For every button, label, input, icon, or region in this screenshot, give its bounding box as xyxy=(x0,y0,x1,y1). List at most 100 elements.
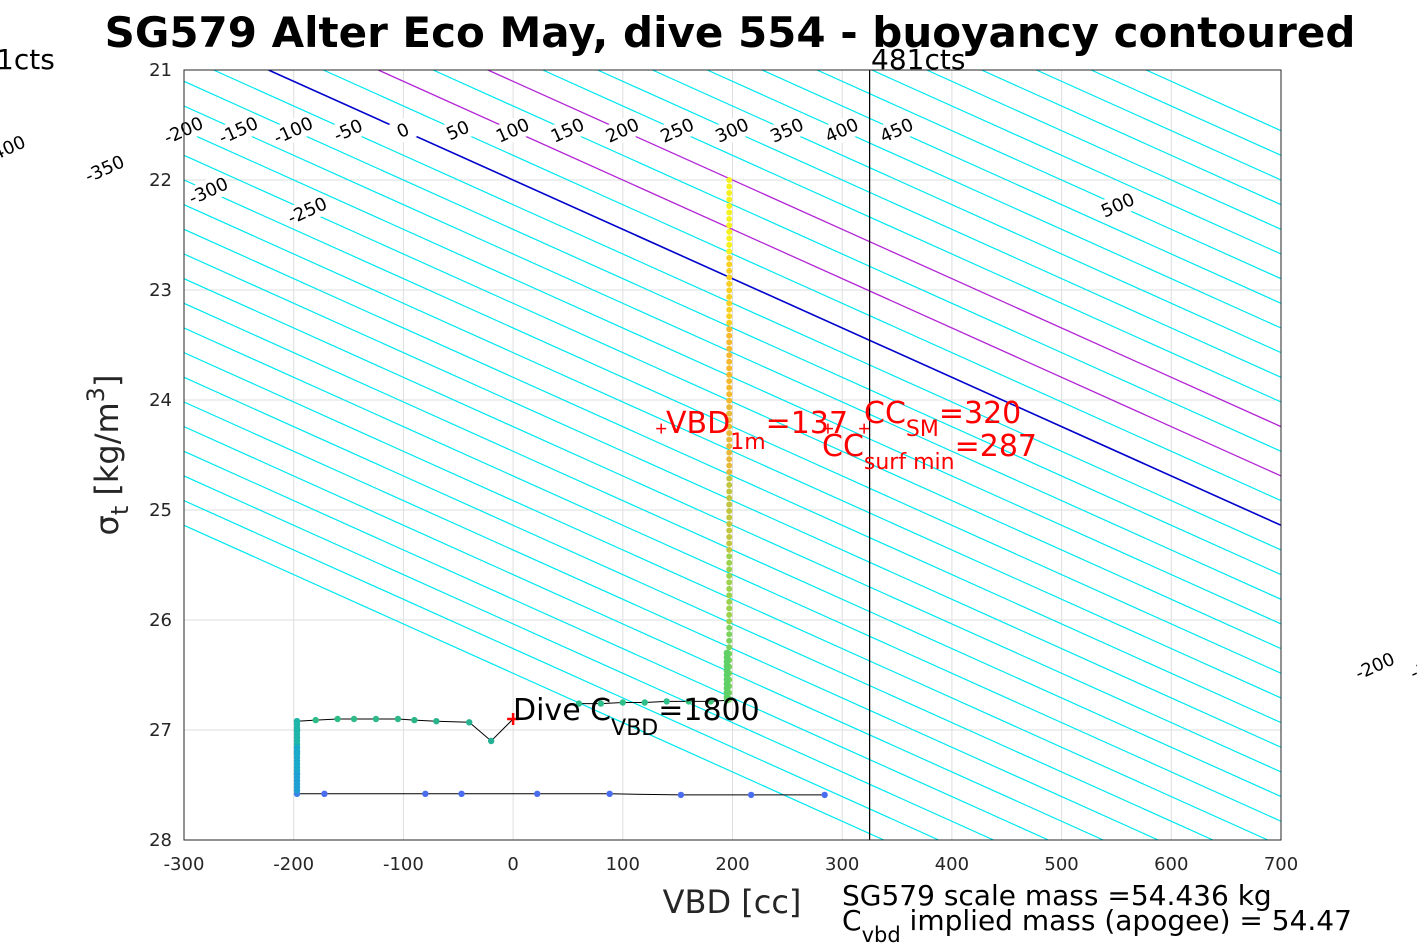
dive-path-point xyxy=(422,790,429,797)
contour-label-top-350: 350 xyxy=(767,114,807,147)
contour-label-top--300-bg xyxy=(189,174,228,208)
contour-label-bottom--200-bg xyxy=(1355,649,1395,683)
climb-profile-point xyxy=(726,254,733,261)
climb-profile-point xyxy=(723,693,731,701)
annotation-cc-sm-sub: SM xyxy=(906,417,939,442)
y-axis-label: σt [kg/m3] xyxy=(82,375,134,536)
contour-label-top--400-bg xyxy=(0,132,25,166)
climb-profile-point xyxy=(726,572,733,579)
climb-profile-point xyxy=(726,533,733,540)
climb-profile-point xyxy=(726,196,733,203)
contour-label-top-450: 450 xyxy=(877,114,917,147)
annotation-cc-surf-min: CCsurf min=287 xyxy=(822,429,1037,475)
contour-label-top--350: -350 xyxy=(82,152,128,188)
contour-line-350 xyxy=(652,70,1281,354)
dive-path-point xyxy=(821,791,828,799)
y-axis-label-unit-close: ] xyxy=(88,375,126,387)
contour-line--800 xyxy=(184,425,1104,840)
contour-line-200 xyxy=(487,70,1281,428)
annotation-cc-surf-min-sub: surf min xyxy=(864,450,955,475)
climb-profile-point xyxy=(726,306,733,313)
climb-profile-point xyxy=(726,449,733,456)
climb-profile-point xyxy=(726,384,733,391)
climb-profile-point xyxy=(726,631,733,638)
y-tick-label: 25 xyxy=(149,500,172,521)
contour-line--750 xyxy=(184,401,1159,840)
buoyancy-contours xyxy=(184,70,1281,840)
contour-line-50 xyxy=(323,70,1281,502)
dive-path-point xyxy=(312,716,319,724)
contour-line--450 xyxy=(184,253,1281,748)
contour-label-top--300: -300 xyxy=(186,174,232,210)
contour-label-bottom--200: -200 xyxy=(1352,649,1398,685)
climb-profile-point xyxy=(726,644,733,651)
contour-line--500 xyxy=(184,277,1281,773)
climb-profile-point xyxy=(726,404,733,411)
y-tick-label: 22 xyxy=(149,170,172,191)
contour-line--550 xyxy=(184,302,1281,798)
contour-line-500 xyxy=(816,70,1281,280)
climb-profile-point xyxy=(726,215,733,222)
contour-line--600 xyxy=(184,327,1281,822)
x-tick-label: -100 xyxy=(383,854,424,875)
dive-path-point xyxy=(534,790,541,797)
dive-path-point xyxy=(433,718,440,725)
climb-profile-point xyxy=(726,235,733,242)
dive-path-point xyxy=(619,699,626,706)
climb-profile-point xyxy=(726,475,733,482)
contour-label-bottom--150: -150 xyxy=(1407,649,1417,685)
y-axis-label-unit: [kg/m xyxy=(88,402,126,505)
contour-line--200 xyxy=(184,130,1281,625)
contour-label-top--350-bg xyxy=(85,152,124,186)
dive-path-point xyxy=(663,698,670,705)
contour-line--250 xyxy=(184,154,1281,650)
x-tick-label: 100 xyxy=(606,854,640,875)
corner-label-right: 481cts xyxy=(871,43,965,76)
dive-path-point xyxy=(606,790,613,797)
footer-implied-mass-rest: implied mass (apogee) = 54.47 xyxy=(901,904,1352,937)
x-tick-label: 500 xyxy=(1044,854,1078,875)
climb-profile-point xyxy=(726,462,733,469)
climb-profile-point xyxy=(726,469,733,476)
contour-line-550 xyxy=(871,70,1281,255)
footer-implied-mass: Cvbd implied mass (apogee) = 54.47 xyxy=(842,904,1352,945)
climb-profile-point xyxy=(726,222,733,229)
dive-path-point xyxy=(677,791,685,799)
dive-path-point xyxy=(487,737,495,745)
dive-path-point xyxy=(597,700,605,707)
climb-profile-point xyxy=(726,209,733,216)
x-tick-label: 400 xyxy=(935,854,969,875)
climb-profile-point xyxy=(726,352,733,359)
climb-profile-point xyxy=(726,488,733,495)
x-tick-label: 0 xyxy=(507,854,518,875)
x-tick-labels: -300 -200 -100 0 100 200 300 400 500 600 700 xyxy=(164,854,1299,875)
climb-profile-point xyxy=(726,585,733,592)
contour-line--850 xyxy=(184,450,1049,840)
footer-implied-mass-main: C xyxy=(842,904,862,937)
climb-profile-point xyxy=(726,248,733,255)
contour-line--900 xyxy=(184,475,994,840)
y-tick-label: 24 xyxy=(149,390,172,411)
climb-profile-point xyxy=(726,540,733,547)
climb-profile-point xyxy=(726,202,733,209)
climb-profile-point xyxy=(726,637,733,644)
climb-profile-point xyxy=(726,177,733,183)
climb-profile-point xyxy=(726,605,733,612)
contour-line-300 xyxy=(597,70,1281,378)
climb-profile-point xyxy=(726,378,733,385)
climb-profile-point xyxy=(726,456,733,463)
corner-label-left: 1cts xyxy=(0,43,55,76)
dive-path-point xyxy=(321,790,328,797)
y-tick-label: 21 xyxy=(149,60,172,81)
climb-profile-point xyxy=(726,391,733,398)
contour-line-750 xyxy=(1090,70,1281,156)
contour-label-top-450-bg xyxy=(877,113,916,148)
annotation-cc-sm: CCSM=320 xyxy=(864,396,1021,442)
contour-label-top-0-bg xyxy=(383,113,423,148)
climb-profile-point xyxy=(726,559,733,566)
annotation-cc-sm-main: CC xyxy=(864,396,906,431)
climb-profile-point xyxy=(726,189,733,196)
climb-profile-point xyxy=(726,436,733,443)
contour-line--400 xyxy=(184,228,1281,724)
contour-line-650 xyxy=(981,70,1281,206)
